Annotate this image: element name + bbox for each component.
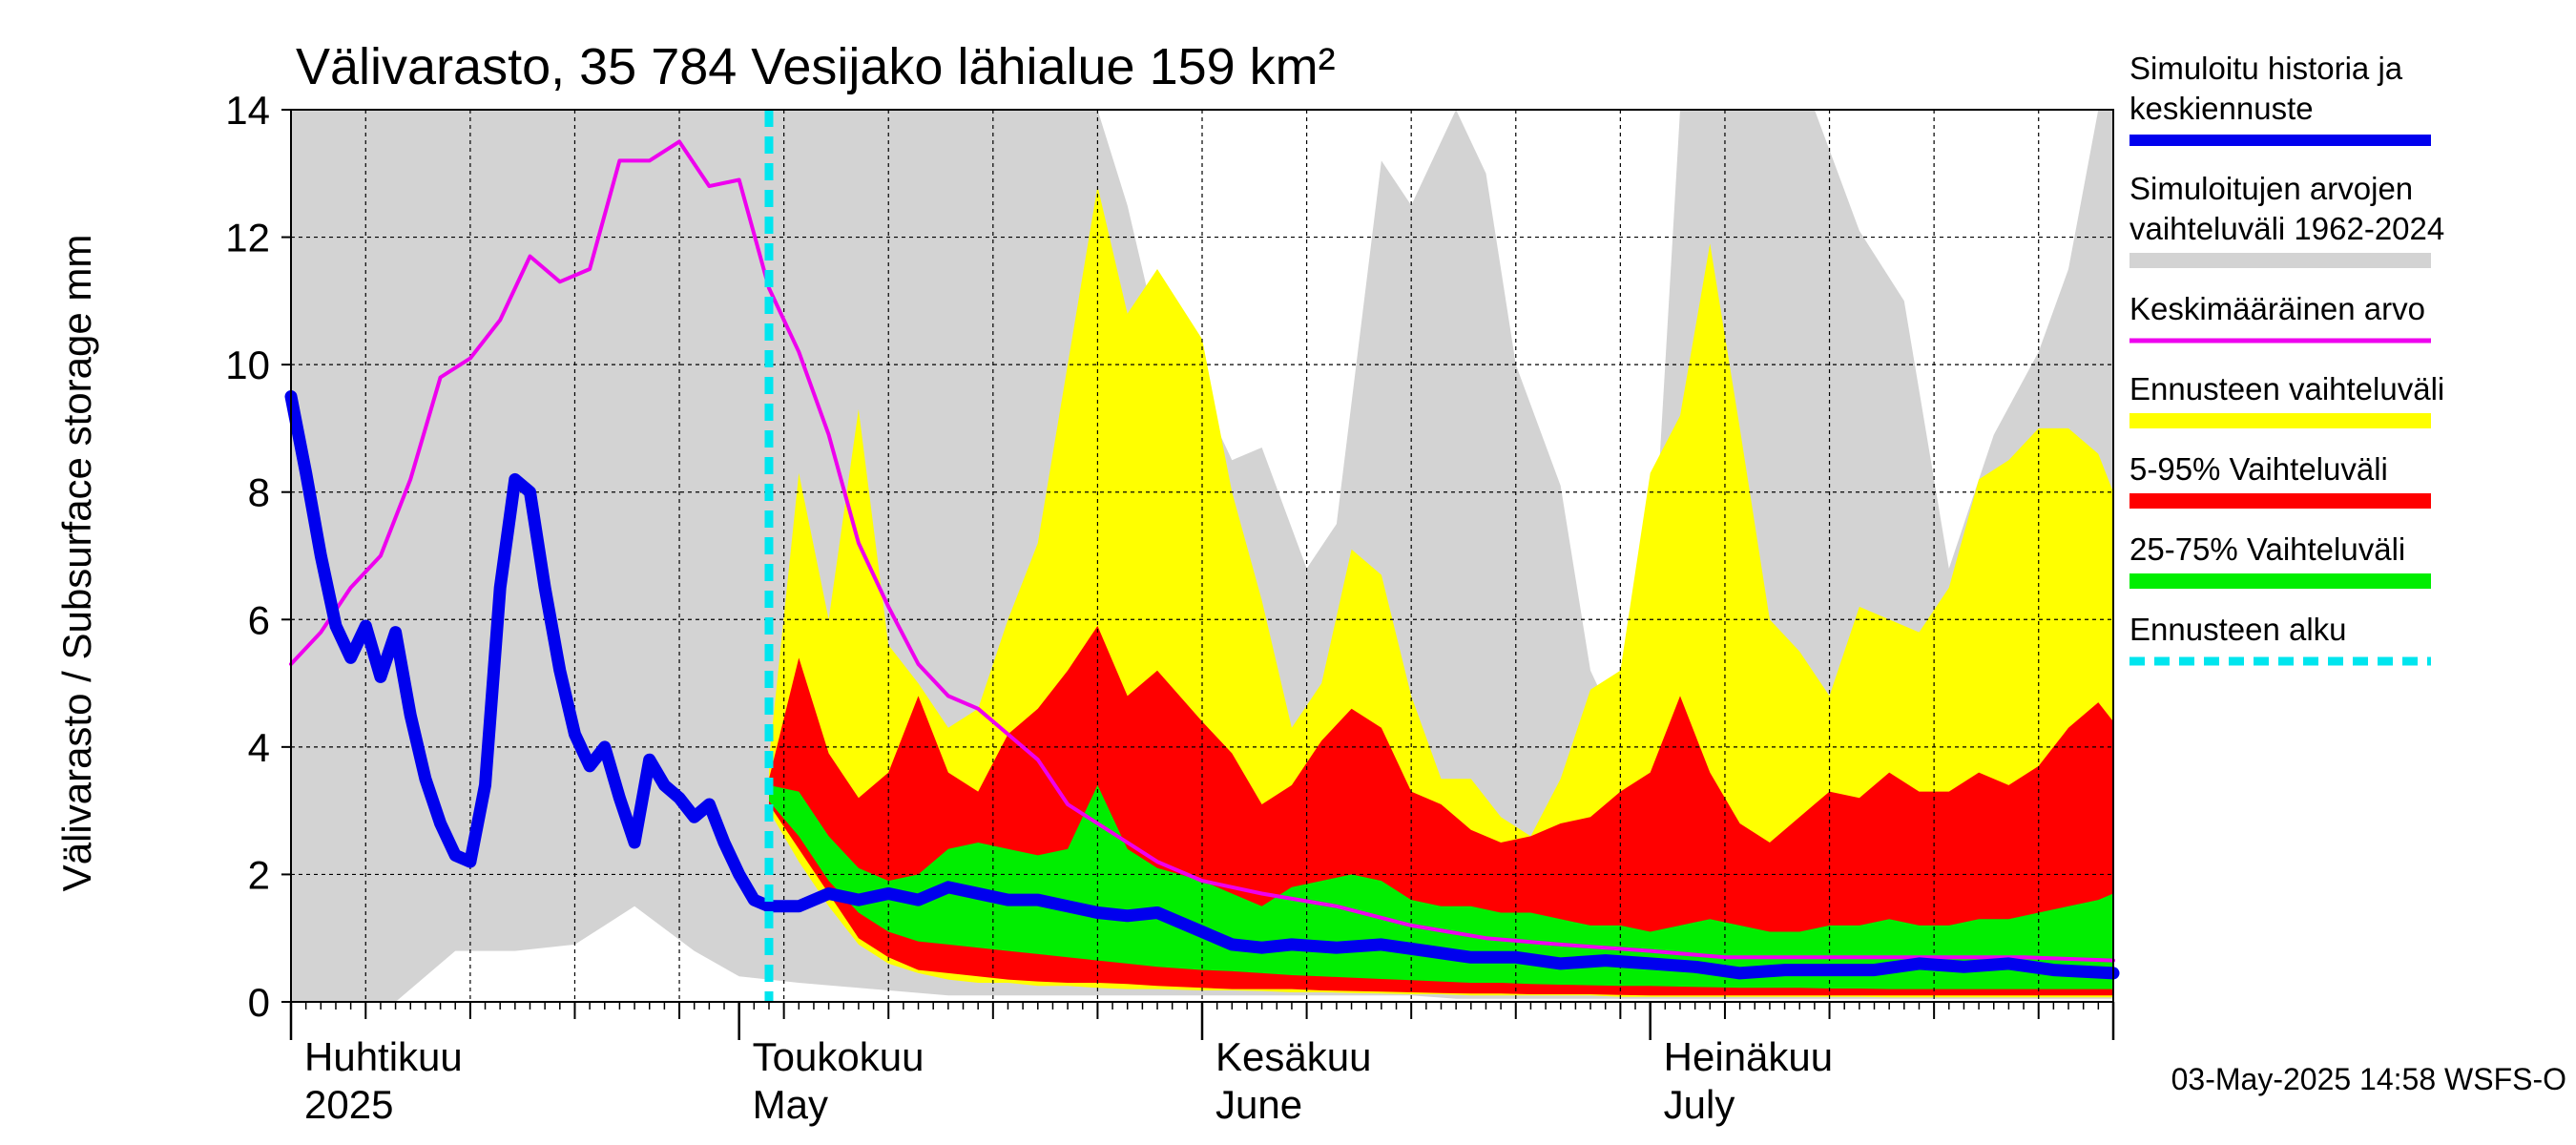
x-month-sublabel: May [753, 1082, 828, 1127]
x-month-label: Kesäkuu [1215, 1034, 1371, 1079]
x-month-sublabel: 2025 [304, 1082, 393, 1127]
legend: Simuloitu historia ja keskiennuste Simuloi… [2129, 51, 2444, 666]
y-tick-label: 4 [248, 725, 270, 770]
x-month-label: Huhtikuu [304, 1034, 463, 1079]
x-month-label: Heinäkuu [1664, 1034, 1833, 1079]
line-mean [289, 139, 2115, 963]
y-tick-label: 10 [225, 343, 270, 387]
legend-label: 25-75% Vaihteluväli [2129, 531, 2405, 567]
plot-area [284, 109, 2120, 1003]
x-month-label: Toukokuu [753, 1034, 924, 1079]
legend-label: Keskimääräinen arvo [2129, 291, 2425, 326]
y-tick-label: 12 [225, 216, 270, 260]
legend-label: keskiennuste [2129, 91, 2314, 126]
band-p25_75 [769, 784, 2113, 989]
y-tick-label: 6 [248, 597, 270, 642]
legend-label: vaihteluväli 1962-2024 [2129, 211, 2444, 246]
y-tick-label: 8 [248, 470, 270, 515]
y-axis-label: Välivarasto / Subsurface storage mm [54, 235, 99, 892]
grid-layer [291, 110, 2113, 1002]
chart-title: Välivarasto, 35 784 Vesijako lähialue 15… [296, 38, 1336, 95]
y-tick-label: 0 [248, 980, 270, 1025]
footer-timestamp: 03-May-2025 14:58 WSFS-O [2171, 1062, 2566, 1096]
line-layer [284, 110, 2120, 1002]
y-tick-label: 2 [248, 852, 270, 897]
line-history [284, 390, 2120, 980]
legend-label: Simuloitujen arvojen [2129, 171, 2413, 206]
legend-label: Simuloitu historia ja [2129, 51, 2403, 86]
legend-label: Ennusteen alku [2129, 612, 2347, 647]
x-month-sublabel: June [1215, 1082, 1302, 1127]
legend-label: Ennusteen vaihteluväli [2129, 371, 2444, 406]
y-axis: 0 2 4 6 8 10 12 14 [225, 88, 291, 1025]
legend-label: 5-95% Vaihteluväli [2129, 451, 2388, 487]
x-month-sublabel: July [1664, 1082, 1735, 1127]
y-tick-label: 14 [225, 88, 270, 133]
